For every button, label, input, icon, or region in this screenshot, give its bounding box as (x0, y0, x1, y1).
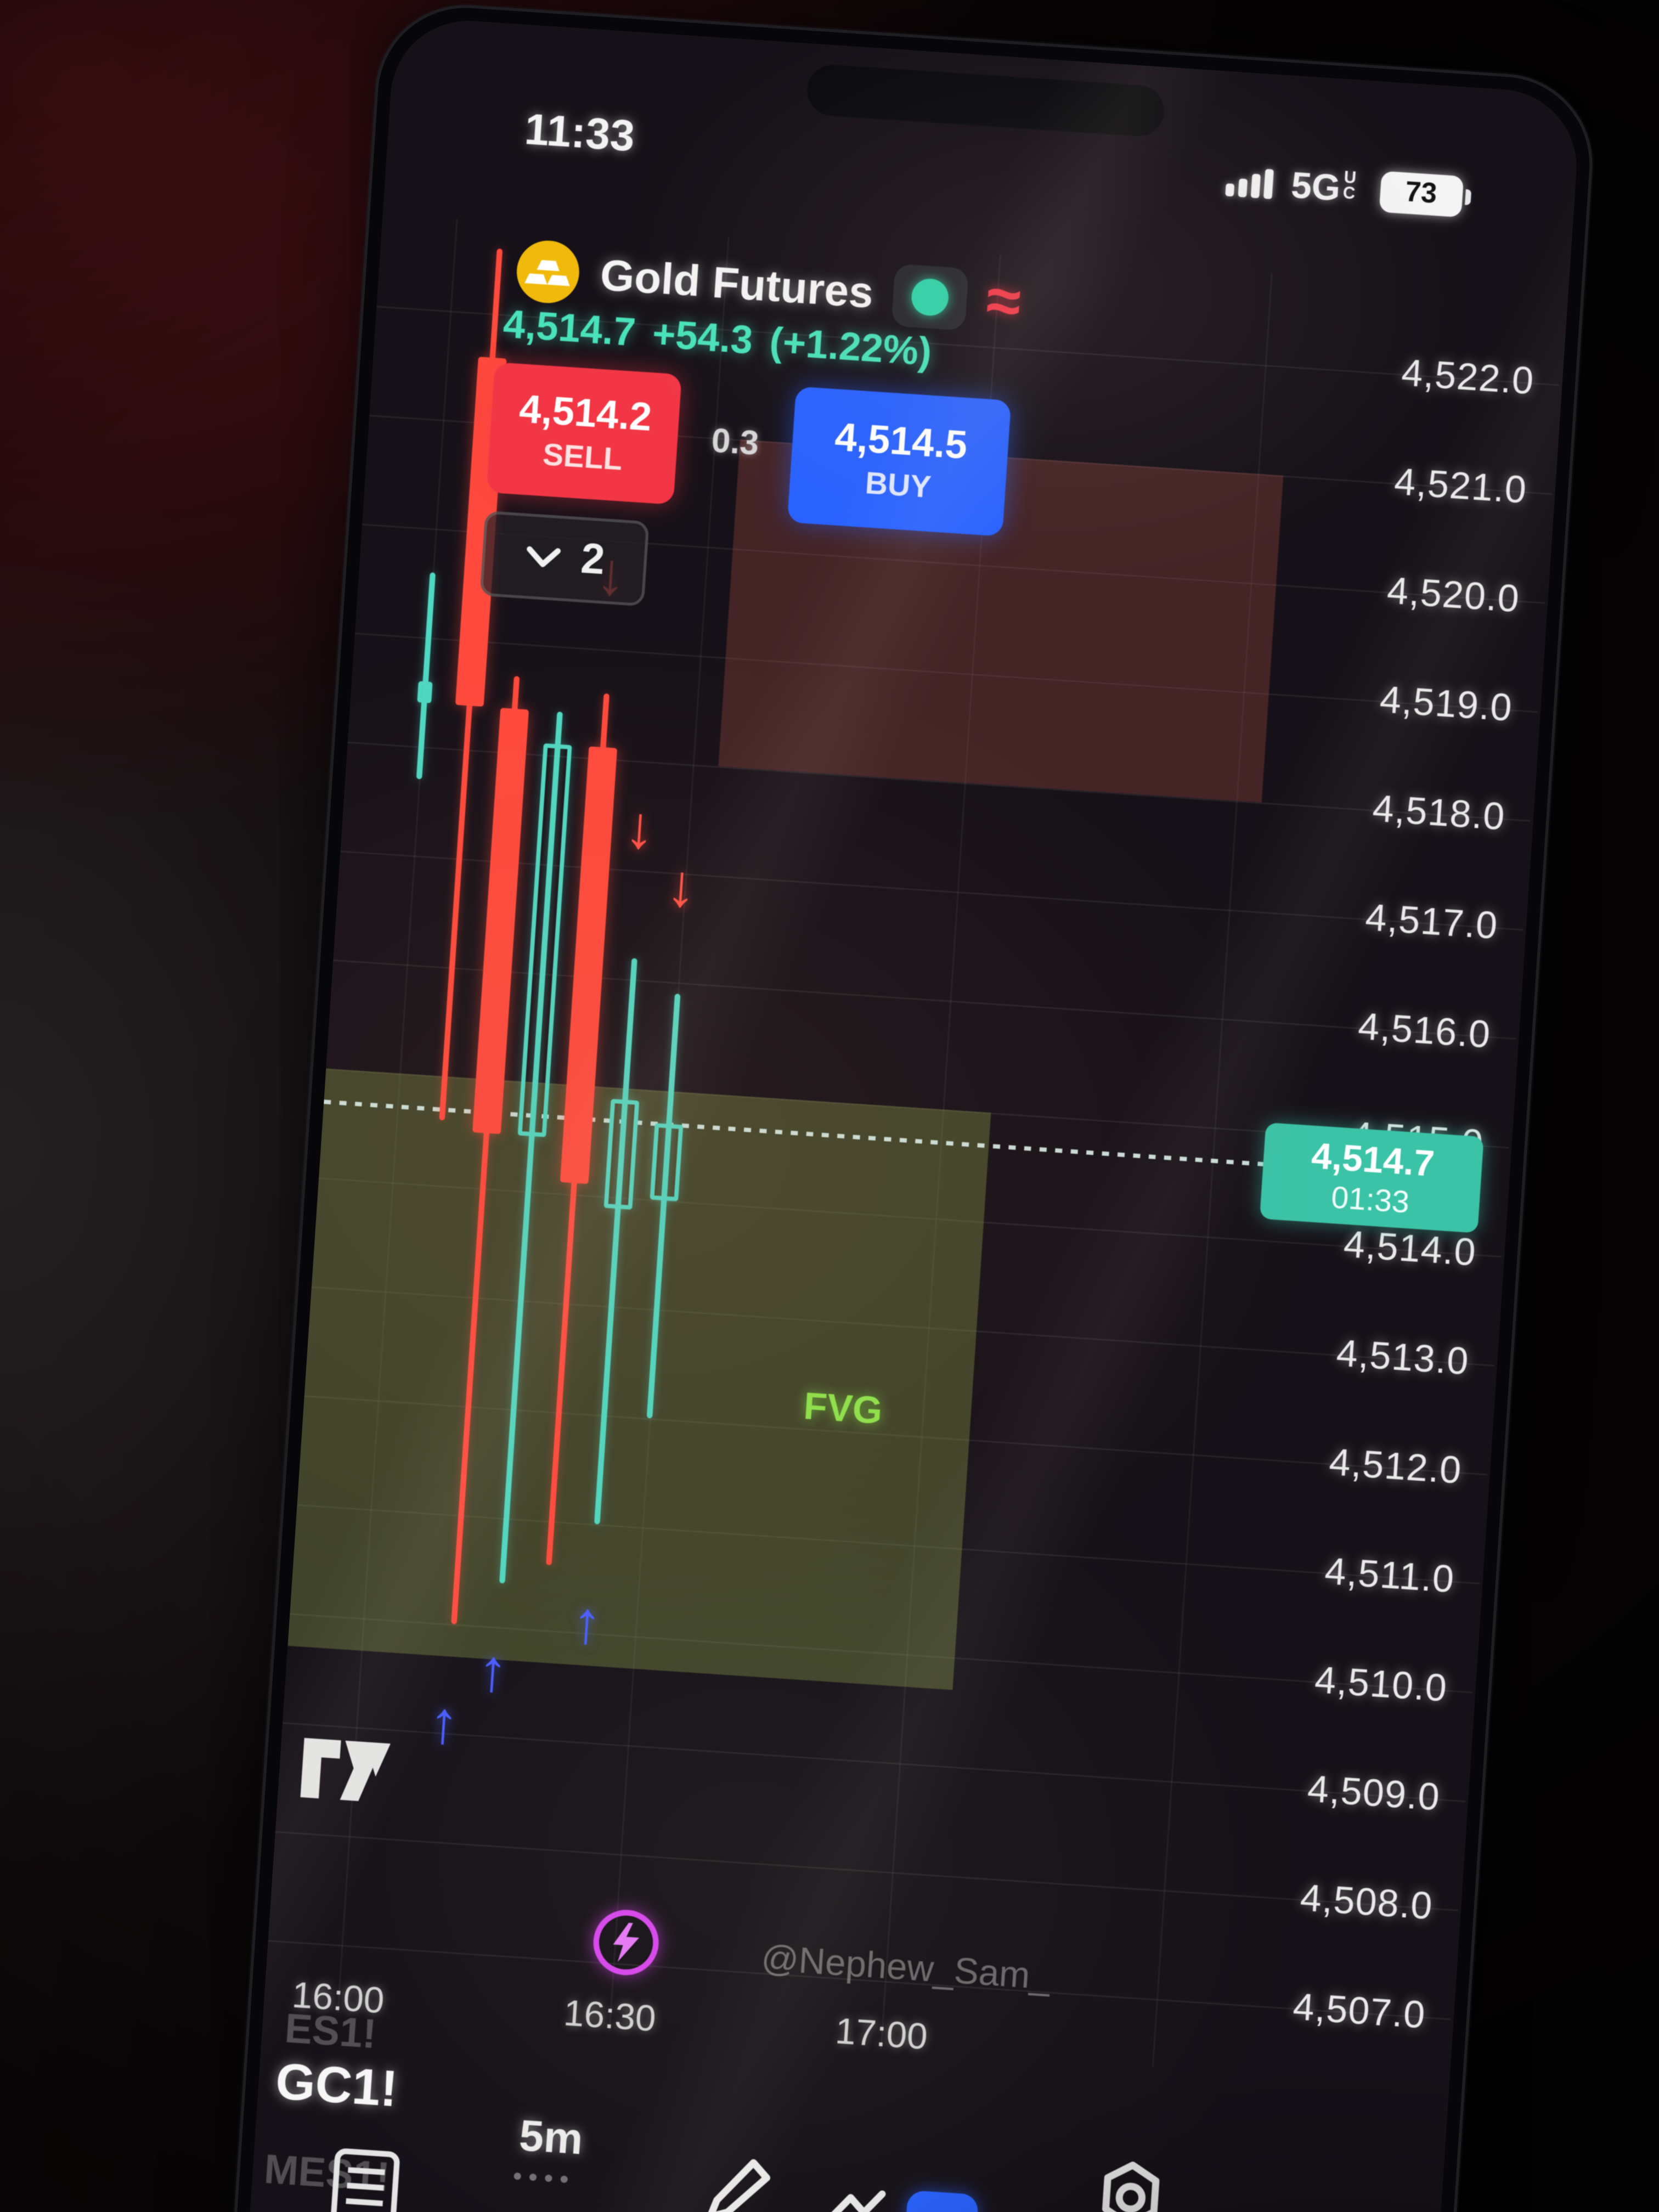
buy-button[interactable]: 4,514.5 BUY (787, 386, 1012, 537)
candle-body (417, 680, 433, 704)
time-axis-label: 17:00 (834, 2009, 929, 2058)
sell-price: 4,514.2 (518, 386, 653, 439)
red-squiggle-icon[interactable]: ≈ (984, 266, 1023, 337)
price-axis-label: 4,511.0 (1323, 1550, 1456, 1601)
price-axis-label: 4,522.0 (1400, 351, 1536, 403)
tradingview-app: ↑↑↑↓↓↓4,522.04,521.04,520.04,519.04,518.… (228, 15, 1582, 2212)
candle-body (517, 743, 572, 1138)
price-axis-label: 4,516.0 (1357, 1005, 1492, 1057)
buy-label: BUY (864, 465, 933, 505)
sell-arrow: ↓ (664, 850, 699, 919)
price-axis-label: 4,518.0 (1371, 787, 1507, 839)
buy-arrow: ↑ (476, 1636, 510, 1705)
spread-value: 0.3 (710, 422, 760, 464)
fvg-label: FVG (802, 1384, 884, 1432)
indicators-wave-icon[interactable] (824, 2185, 905, 2212)
sell-arrow: ↓ (622, 793, 657, 862)
price-axis-label: 4,507.0 (1291, 1985, 1427, 2037)
price-axis-label: 4,513.0 (1335, 1331, 1471, 1384)
time-axis-label: 16:30 (562, 1991, 658, 2040)
h-gridline (282, 1722, 1466, 1802)
current-price: 4,514.7 (1310, 1133, 1436, 1184)
bar-countdown: 01:33 (1330, 1178, 1410, 1220)
buy-price: 4,514.5 (833, 414, 969, 467)
sell-label: SELL (541, 436, 624, 477)
price-change: +54.3 (651, 311, 754, 362)
h-gridline (275, 1831, 1458, 1911)
quantity-value: 2 (579, 535, 606, 584)
fvg-zone (287, 1068, 991, 1690)
draw-pencil-icon[interactable] (701, 2151, 780, 2212)
settings-gear-icon[interactable] (1090, 2157, 1171, 2212)
phone: ↑↑↑↓↓↓4,522.04,521.04,520.04,519.04,518.… (212, 0, 1599, 2212)
symbol-button[interactable]: GC1! (274, 2051, 400, 2118)
chevron-down-icon (526, 545, 561, 567)
price-axis-label: 4,519.0 (1378, 678, 1514, 730)
price-axis-label: 4,509.0 (1306, 1767, 1442, 1819)
quantity-selector[interactable]: 2 (479, 510, 650, 607)
last-price: 4,514.7 (501, 301, 637, 354)
buy-arrow: ↑ (426, 1688, 461, 1757)
watchlist-doc-icon[interactable] (329, 2146, 402, 2212)
candle-body (650, 1123, 684, 1201)
interval-button[interactable]: 5m (517, 2110, 585, 2164)
buy-arrow: ↑ (569, 1588, 604, 1657)
symbol-legend[interactable]: Gold Futures ≈ (514, 237, 1023, 337)
price-axis-label: 4,521.0 (1393, 460, 1528, 512)
candle-body (472, 708, 529, 1135)
lightning-icon[interactable] (591, 1908, 661, 1978)
current-price-tag[interactable]: 4,514.7 01:33 (1259, 1122, 1484, 1233)
price-axis-label: 4,517.0 (1364, 896, 1499, 947)
price-axis-label: 4,508.0 (1299, 1876, 1435, 1928)
prev-symbol[interactable]: ES1! (283, 2006, 378, 2058)
sell-button[interactable]: 4,514.2 SELL (486, 362, 682, 505)
symbol-title: Gold Futures (599, 250, 875, 318)
tradingview-logo[interactable] (300, 1737, 397, 1804)
price-axis-label: 4,512.0 (1328, 1441, 1463, 1492)
gold-ingots-icon (517, 240, 579, 303)
teal-dot-toggle-icon[interactable] (891, 263, 969, 331)
price-axis-label: 4,520.0 (1385, 569, 1521, 621)
price-axis-label: 4,510.0 (1313, 1658, 1449, 1710)
